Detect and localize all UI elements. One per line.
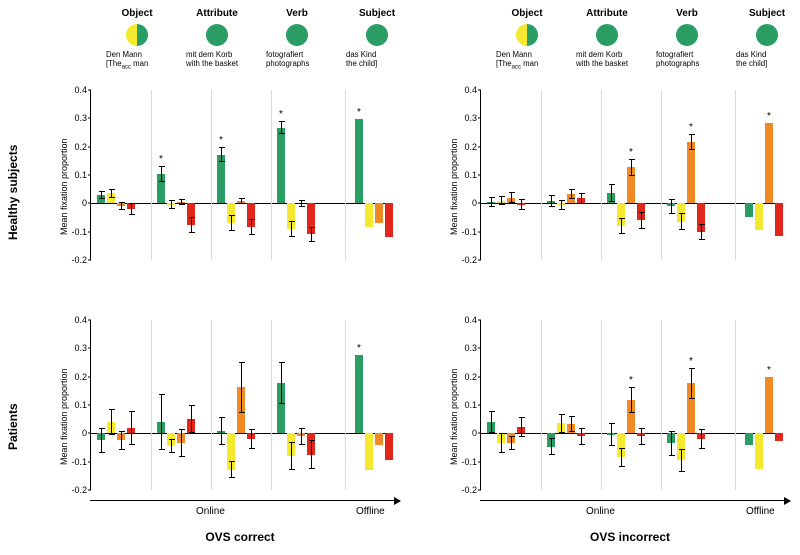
bar — [355, 355, 363, 433]
sig-star: * — [689, 356, 693, 367]
ytick: 0.4 — [63, 315, 87, 325]
chart: -0.2-0.100.10.20.30.4Mean fixation propo… — [480, 90, 781, 260]
panel-pi: -0.2-0.100.10.20.30.4Mean fixation propo… — [480, 320, 800, 530]
bar — [745, 203, 753, 217]
sent-3: das Kindthe child] — [736, 50, 798, 72]
ytick: 0.4 — [63, 85, 87, 95]
sig-star: * — [357, 343, 361, 354]
sig-star: * — [159, 154, 163, 165]
legend-object: Object — [496, 8, 558, 19]
bar — [775, 203, 783, 236]
bar — [385, 433, 393, 460]
panel-pc: -0.2-0.100.10.20.30.4Mean fixation propo… — [90, 320, 430, 530]
ytick: -0.2 — [453, 255, 477, 265]
sig-star: * — [219, 135, 223, 146]
bar — [375, 203, 383, 223]
ytick: 0.3 — [453, 113, 477, 123]
phase-arrow — [90, 500, 400, 501]
row-label-healthy: Healthy subjects — [6, 145, 20, 240]
row-label-patients: Patients — [6, 403, 20, 450]
legend-attribute: Attribute — [186, 8, 248, 19]
legend-subject: Subject — [346, 8, 408, 19]
legend-verb: Verb — [266, 8, 328, 19]
ylabel: Mean fixation proportion — [449, 138, 459, 235]
ytick: -0.2 — [63, 255, 87, 265]
ytick: -0.2 — [453, 485, 477, 495]
chart: -0.2-0.100.10.20.30.4Mean fixation propo… — [90, 320, 391, 490]
sig-star: * — [767, 365, 771, 376]
bar — [375, 433, 383, 444]
circle-3 — [366, 24, 388, 46]
legend-object: Object — [106, 8, 168, 19]
sig-star: * — [279, 109, 283, 120]
sent-2: fotografiertphotographs — [266, 50, 328, 72]
sent-0: Den Mann[Theacc man — [106, 50, 168, 72]
bar — [745, 433, 753, 444]
bar — [755, 433, 763, 468]
cond-label-incorrect: OVS incorrect — [590, 530, 670, 544]
circle-2 — [286, 24, 308, 46]
phase-online: Online — [586, 506, 615, 517]
bar — [775, 433, 783, 441]
sig-star: * — [629, 147, 633, 158]
phase-online: Online — [196, 506, 225, 517]
chart: -0.2-0.100.10.20.30.4Mean fixation propo… — [480, 320, 781, 490]
bar — [765, 123, 773, 204]
circle-3 — [756, 24, 778, 46]
bar — [365, 203, 373, 227]
ytick: 0.3 — [453, 343, 477, 353]
sig-star: * — [357, 107, 361, 118]
circle-0 — [126, 24, 148, 46]
legend-verb: Verb — [656, 8, 718, 19]
panel-hc: ObjectAttributeVerbSubjectDen Mann[Theac… — [90, 90, 430, 300]
circle-2 — [676, 24, 698, 46]
sig-star: * — [767, 111, 771, 122]
figure: { "dims":{"w":800,"h":555}, "colors":{"g… — [0, 0, 800, 555]
bar — [277, 128, 285, 204]
ytick: -0.2 — [63, 485, 87, 495]
chart: -0.2-0.100.10.20.30.4Mean fixation propo… — [90, 90, 391, 260]
sent-0: Den Mann[Theacc man — [496, 50, 558, 72]
sig-star: * — [629, 375, 633, 386]
ytick: 0.4 — [453, 85, 477, 95]
legend-attribute: Attribute — [576, 8, 638, 19]
ytick: 0.4 — [453, 315, 477, 325]
phase-offline: Offline — [356, 506, 385, 517]
circle-1 — [596, 24, 618, 46]
bar — [755, 203, 763, 230]
circle-0 — [516, 24, 538, 46]
sent-3: das Kindthe child] — [346, 50, 408, 72]
legend-subject: Subject — [736, 8, 798, 19]
ylabel: Mean fixation proportion — [59, 368, 69, 465]
ytick: 0.3 — [63, 113, 87, 123]
ylabel: Mean fixation proportion — [59, 138, 69, 235]
bar — [385, 203, 393, 237]
bar — [365, 433, 373, 470]
ylabel: Mean fixation proportion — [449, 368, 459, 465]
bar — [687, 142, 695, 203]
bar — [355, 119, 363, 203]
panel-hi: ObjectAttributeVerbSubjectDen Mann[Theac… — [480, 90, 800, 300]
bar — [765, 377, 773, 434]
sent-1: mit dem Korbwith the basket — [576, 50, 638, 72]
cond-label-correct: OVS correct — [205, 530, 274, 544]
phase-offline: Offline — [746, 506, 775, 517]
ytick: 0.3 — [63, 343, 87, 353]
sent-2: fotografiertphotographs — [656, 50, 718, 72]
phase-arrow — [480, 500, 790, 501]
circle-1 — [206, 24, 228, 46]
sig-star: * — [689, 122, 693, 133]
sent-1: mit dem Korbwith the basket — [186, 50, 248, 72]
